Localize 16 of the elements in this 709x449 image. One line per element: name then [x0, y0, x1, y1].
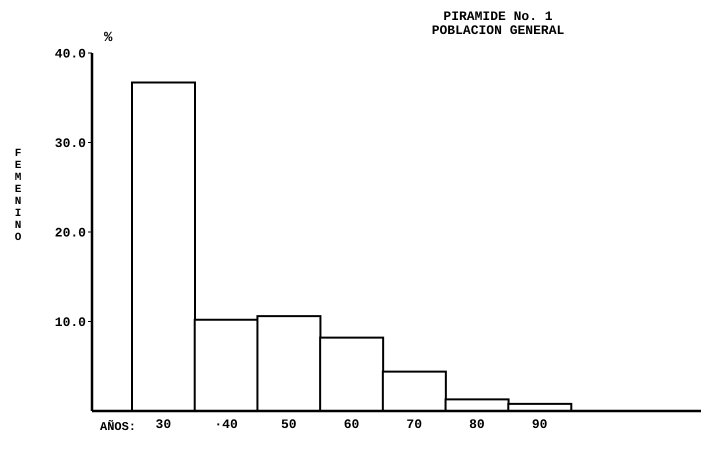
x-axis-title: AÑOS: — [100, 420, 136, 434]
x-tick-label: 50 — [280, 417, 297, 432]
y-tick-label: 40.0 — [54, 46, 86, 62]
chart-subtitle: POBLACION GENERAL — [430, 23, 566, 38]
y-tick-label: 30.0 — [54, 136, 86, 152]
chart-title: PIRAMIDE No. 1 — [442, 9, 554, 24]
y-axis-title: FEMENINO — [14, 148, 22, 244]
x-tick-label: 70 — [406, 417, 422, 432]
text: % — [104, 30, 112, 46]
x-tick-label: ·40 — [214, 417, 238, 432]
x-tick-label: 30 — [156, 417, 172, 432]
x-tick-label: 80 — [469, 417, 485, 432]
x-tick-label: 60 — [344, 417, 360, 432]
x-tick-label: 90 — [532, 417, 548, 432]
y-tick-label: 20.0 — [54, 226, 86, 241]
y-tick-label: 10.0 — [54, 315, 86, 330]
